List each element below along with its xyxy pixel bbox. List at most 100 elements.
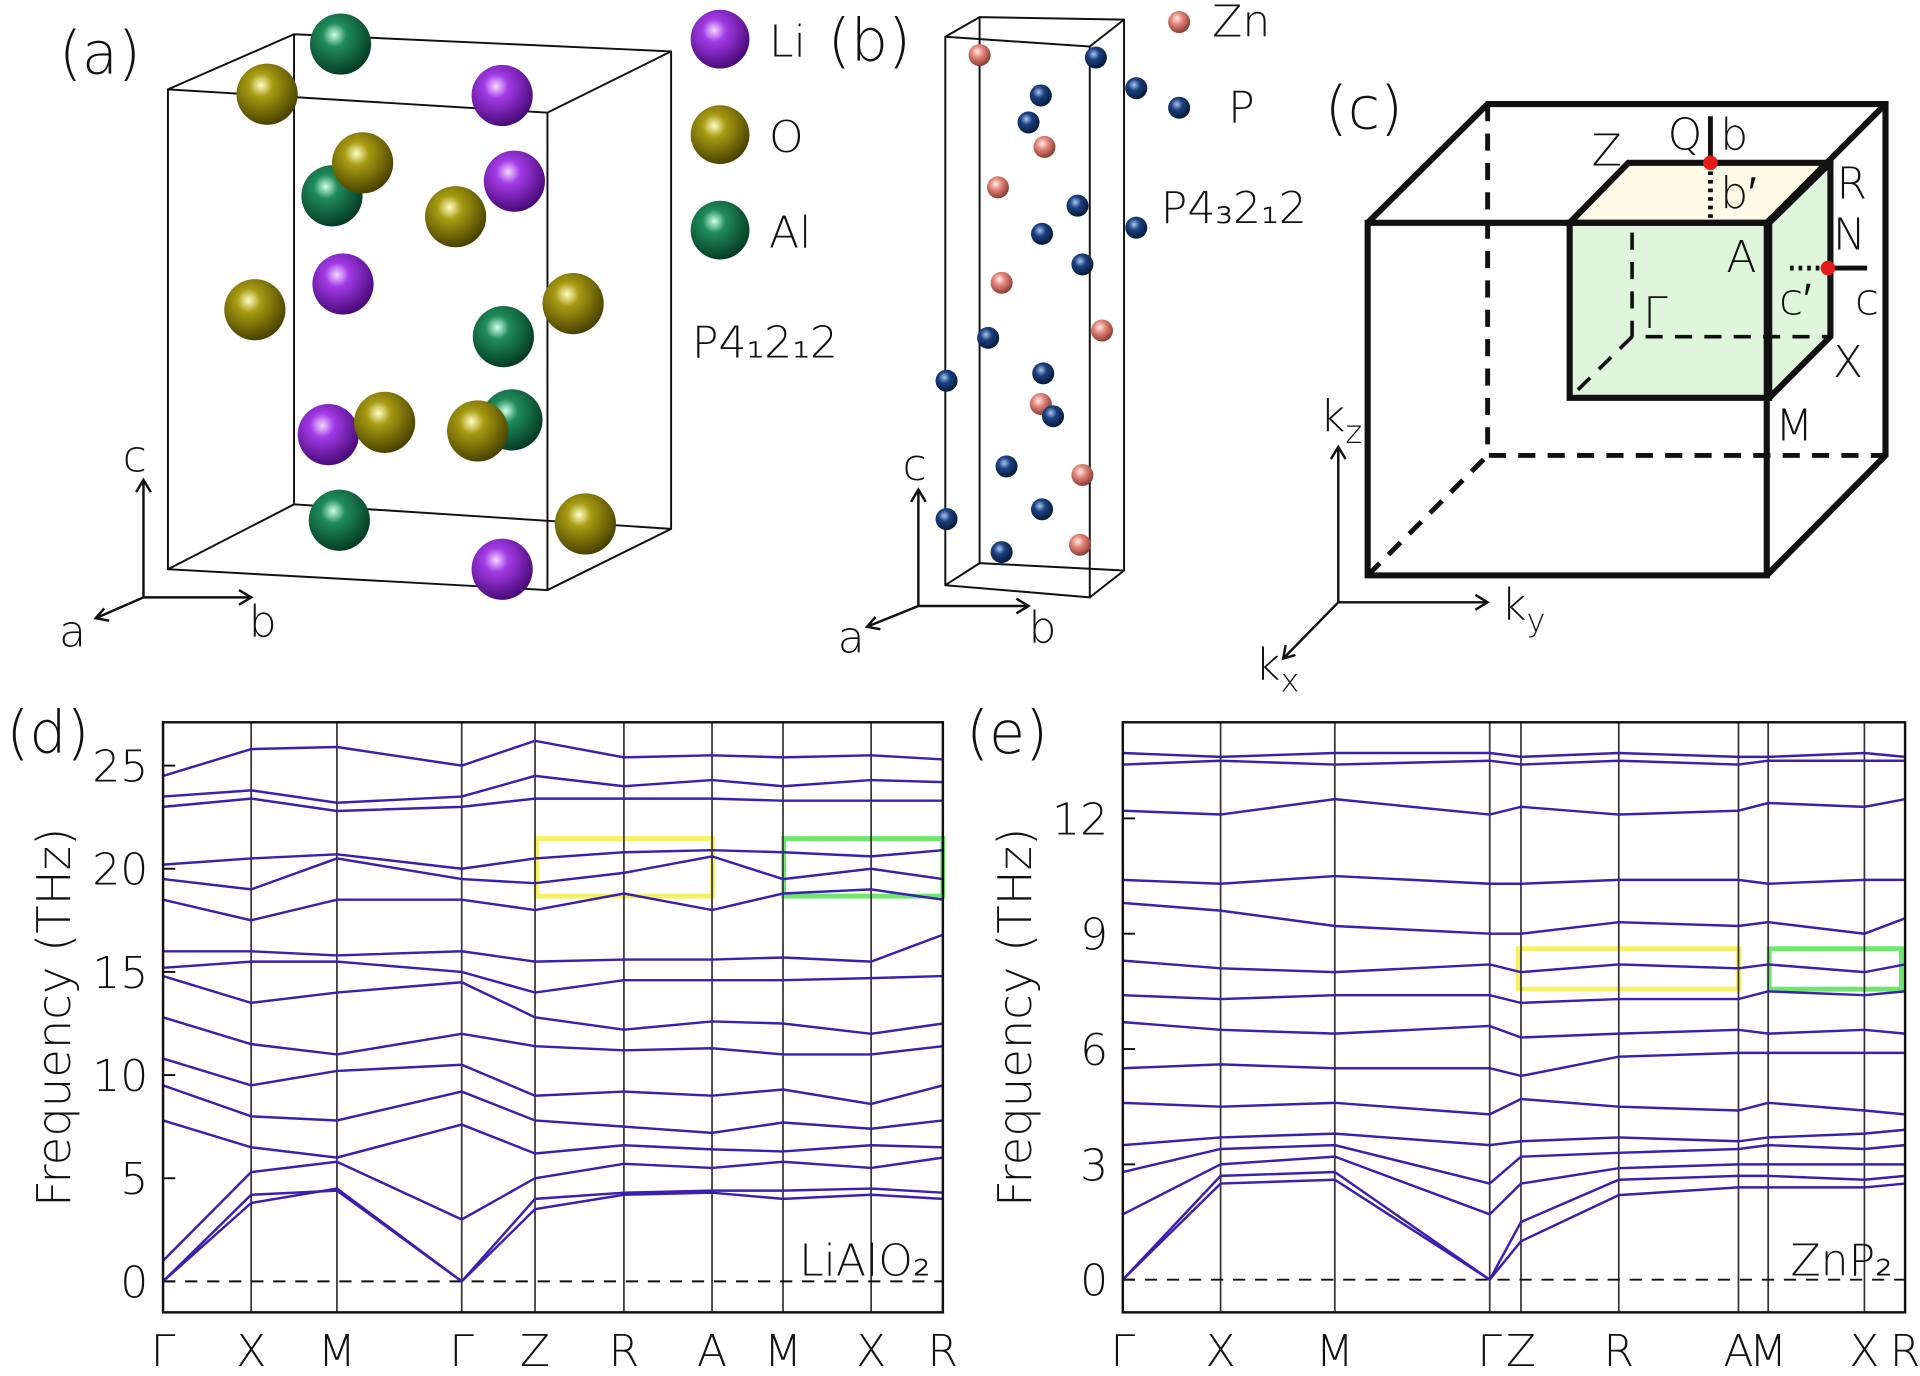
axis-label: kz [1320,391,1362,451]
cell-edge [166,33,673,592]
atom [968,44,991,67]
panel-label: (d) [6,698,89,767]
bz-front-face [1569,222,1770,398]
atom [331,132,394,194]
path-line [1707,162,1828,271]
band-line [162,974,944,1036]
band-line [1122,874,1906,885]
k-point [1820,260,1836,276]
band-line [1122,1143,1906,1185]
point-label: c [1855,275,1879,326]
axis-label: kx [1255,639,1299,699]
legend-label: P [1228,82,1255,133]
band-line [162,1016,944,1056]
atom [542,272,604,335]
cell-edge [1089,18,1125,48]
band-line [1122,990,1906,1005]
point-label: b′ [1720,168,1756,219]
x-tick-label: X [856,1326,886,1376]
band-line [1122,959,1906,974]
band-line [162,1187,943,1284]
panel-label: (c) [1325,74,1403,143]
atom [447,400,509,462]
atom [472,306,534,368]
atom [1125,216,1148,239]
atom [1032,362,1055,385]
band-line [162,1119,943,1159]
atom [308,489,370,551]
cell-edge [944,562,981,586]
band-line [162,797,943,813]
atom [1084,46,1107,69]
atom [1066,194,1089,217]
x-tick-label: Z [520,1326,550,1376]
band-line [162,739,943,778]
x-tick-label: R [928,1326,959,1376]
x-tick-label: M [764,1326,802,1376]
band-line [162,1057,944,1106]
bz-side-face [1769,162,1831,398]
panel-label: (a) [59,18,141,87]
axis-label-sub: z [1345,413,1362,451]
band-line [162,1187,943,1284]
band-line [162,848,943,870]
cell-edge [167,503,295,571]
bz-top-face [1569,162,1831,223]
axis-label: a [59,606,86,657]
point-label: M [1775,401,1813,452]
atom [297,403,359,466]
axis-label-base: k [1320,391,1346,442]
atom [1029,84,1052,107]
point-label: R [1837,158,1868,209]
band-line [1122,1051,1906,1078]
atom [354,391,416,453]
axis-label: b [1029,603,1057,654]
x-tick-label: X [1206,1326,1236,1376]
axis-label-sub: x [1281,662,1300,700]
y-tick-label: 3 [1080,1140,1108,1191]
axis-label: c [123,431,147,482]
y-axis-label: Frequency (THz) [988,828,1042,1207]
atom [1033,135,1056,158]
point-label: X [1833,337,1863,388]
atom [471,538,533,600]
annotation: ZnP₂ [1790,1236,1892,1287]
atom [1125,77,1148,100]
space-group: P4₁2₁2 [692,317,838,368]
atom [1031,498,1054,521]
k-point [1703,155,1718,171]
atom [309,13,372,75]
axis-arrow [864,487,1031,631]
panel-label: (b) [828,6,911,75]
point-label: Z [1592,125,1622,176]
atom [990,541,1013,564]
band-line [162,774,943,804]
cell-edge [944,16,1126,599]
atom [483,150,545,212]
atom [1168,96,1191,119]
band-line [1121,1170,1906,1282]
axis-label-base: k [1501,579,1527,630]
space-group: P4₃2₁2 [1161,183,1307,234]
band-line [1121,1178,1906,1282]
x-tick-label: M [1749,1326,1787,1376]
axis-arrow [93,477,254,622]
y-tick-label: 25 [92,742,148,793]
x-tick-label: R [1890,1326,1920,1376]
x-tick-label: R [609,1326,640,1376]
y-tick-label: 5 [120,1154,148,1205]
atom [1168,11,1191,34]
x-tick-label: Γ [1111,1326,1136,1376]
band-line [162,1156,944,1262]
atom [977,326,1000,349]
structures [93,16,1904,992]
legend-label: Zn [1212,0,1270,48]
band-line [1122,1128,1906,1147]
band-line [162,888,944,922]
y-tick-label: 20 [92,845,148,896]
legend-label: O [769,112,804,163]
atom [935,508,958,531]
atom [224,279,286,341]
